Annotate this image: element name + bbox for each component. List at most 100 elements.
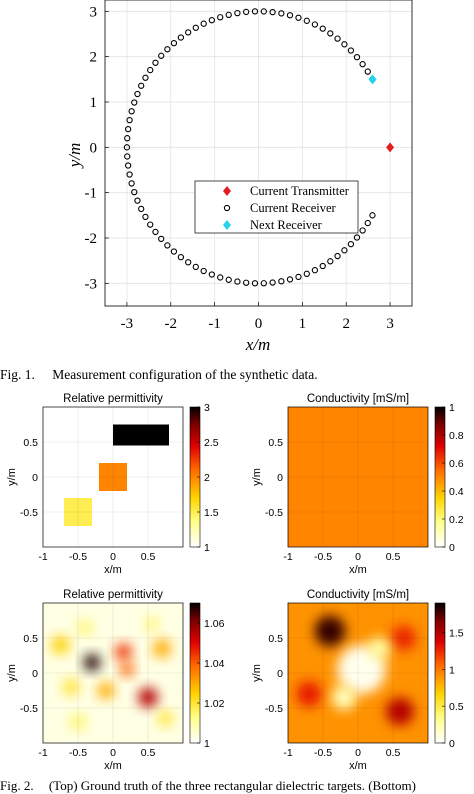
receiver-point [353,53,361,61]
receiver-point [192,263,199,271]
legend-next-receiver-marker [223,220,231,230]
figure-2-heatmaps: Relative permittivity -1 -0.5 0 0.5 0.5 0 -0.5 x… [6,393,464,772]
colorbar [434,406,446,548]
receiver-point [134,197,141,204]
x-axis-label: x/m [349,564,367,576]
legend-receiver-marker [223,204,231,212]
receiver-point [164,242,171,249]
x-tick-label: -0.5 [69,747,87,759]
reconstruction-blob [157,710,174,727]
receiver-point [319,25,326,32]
next-receiver-point [368,74,377,85]
colorbar-tick-label: 1.5 [204,507,219,519]
receiver-point [311,21,319,28]
reconstruction-blob [386,697,414,726]
receiver-point [142,213,149,221]
figure-2-caption: Fig. 2. (Top) Ground truth of the three … [0,778,416,794]
legend-next-receiver-label: Next Receiver [250,218,323,232]
panel-title: Relative permittivity [63,393,163,405]
colorbar [434,602,446,744]
x-axis-label: x/m [104,564,122,576]
colorbar-tick-label: 1.04 [204,658,225,670]
receiver-point [369,212,376,219]
panel-title: Conductivity [mS/m] [307,589,409,601]
colorbar-tick-label: 3 [204,402,210,414]
panel-title: Conductivity [mS/m] [307,393,409,405]
reconstruction-blob [62,678,80,696]
x-tick-label: 0.5 [386,747,401,759]
x-tick-label: -2 [165,316,178,332]
x-tick-label: 0 [110,747,116,759]
panel-bottom-right-conductivity: Conductivity [mS/m] -1 -0.5 0 0.5 0.5 0 -0.5 x/m… [251,589,464,772]
receiver-point [128,108,135,115]
receiver-point [200,20,207,27]
receiver-point [260,280,267,287]
heatmap-field [288,603,428,743]
receiver-point [295,273,302,281]
y-tick-label: 0.5 [268,437,283,449]
y-tick-label: -1 [85,186,98,202]
target-rectangle [113,424,169,446]
colorbar-tick-label: 1 [449,664,455,676]
x-axis-label: x/m [104,760,122,772]
reconstruction-blob [314,615,346,647]
receiver-point [131,99,138,106]
y-axis-label: y/m [251,664,263,682]
x-tick-label: 0.5 [386,551,401,563]
x-axis-label: x/m [245,335,271,354]
y-tick-label: 0.5 [268,633,283,645]
receiver-point [142,74,149,81]
receiver-point [364,219,371,227]
x-tick-label: 3 [386,316,394,332]
y-tick-label: 0 [32,668,38,680]
x-tick-label: 0 [355,747,361,759]
receiver-point [341,247,348,254]
colorbar [189,602,201,744]
colorbar-tick-label: 1 [204,542,210,554]
legend: Current Transmitter Current Receiver Nex… [194,180,359,234]
receiver-point [225,11,232,19]
receiver-point [359,227,366,234]
receiver-point [138,82,145,89]
receiver-point [359,61,366,68]
axes-frame [42,602,184,744]
x-tick-label: -0.5 [314,747,332,759]
figure-2-caption-label: Fig. 2. [0,778,34,793]
colorbar-tick-label: 1 [204,738,210,750]
receiver-point [170,40,178,47]
x-tick-label: -0.5 [69,551,87,563]
panel-title: Relative permittivity [63,589,163,601]
receiver-point [126,171,133,178]
x-axis-label: x/m [349,760,367,772]
grid [105,0,412,306]
y-tick-label: -0.5 [265,507,283,519]
x-tick-label: 0 [355,551,361,563]
x-tick-label: -0.5 [314,551,332,563]
target-rectangle [99,463,127,491]
y-tick-label: -0.5 [265,703,283,715]
receiver-point [126,116,133,124]
receiver-point [347,47,355,54]
y-tick-label: 3 [90,4,98,20]
reconstruction-blob [296,681,322,707]
x-tick-label: -1 [38,551,47,563]
colorbar-tick-label: 0.4 [449,486,464,498]
y-axis-label: y/m [6,664,18,682]
reconstruction-blob [69,713,87,731]
receiver-point [138,205,145,213]
receiver-point [286,276,294,283]
receiver-point [177,34,185,41]
heatmap-field [288,407,428,547]
legend-box [194,180,359,234]
y-tick-label: 1 [90,95,98,111]
receiver-point [185,29,192,36]
reconstruction-blob [51,635,70,655]
receiver-point [128,180,135,187]
reconstruction-blob [331,684,357,711]
receiver-point [123,144,131,151]
colorbar-tick-label: 0.6 [449,458,464,470]
legend-transmitter-label: Current Transmitter [250,184,350,198]
y-tick-label: 0 [277,668,283,680]
receiver-point [185,259,192,266]
reconstruction-blob [83,654,101,671]
